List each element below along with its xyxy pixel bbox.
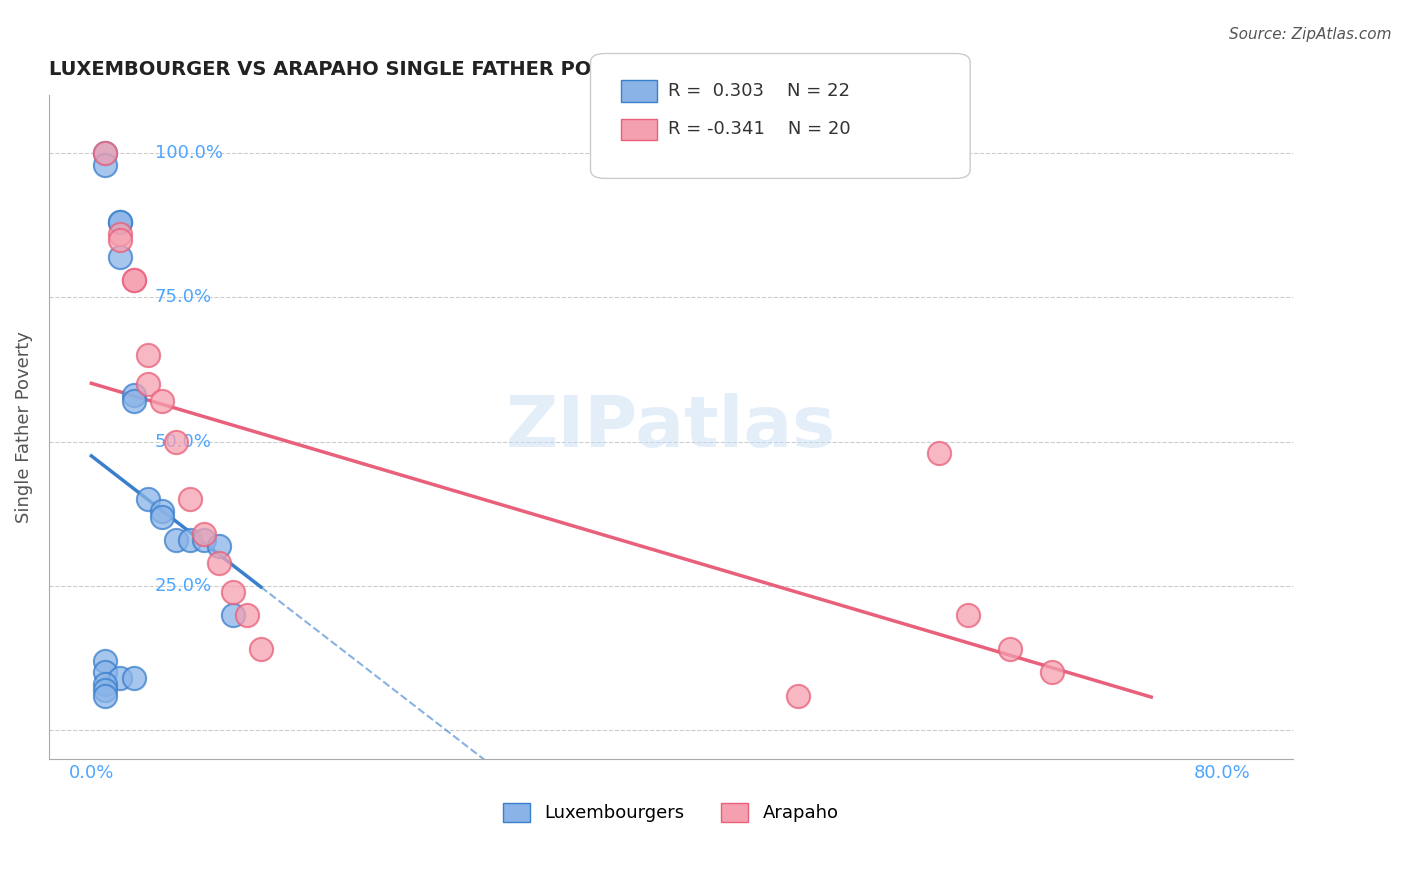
Point	[179, 492, 201, 507]
Text: 100.0%: 100.0%	[155, 145, 222, 162]
Point	[236, 607, 259, 622]
Point	[193, 527, 215, 541]
Y-axis label: Single Father Poverty: Single Father Poverty	[15, 331, 32, 523]
Point	[122, 273, 145, 287]
Point	[221, 584, 243, 599]
Point	[207, 556, 229, 570]
Point	[94, 158, 117, 172]
Point	[94, 677, 117, 691]
Point	[108, 250, 131, 264]
Point	[150, 394, 173, 409]
Point	[108, 215, 131, 229]
Point	[165, 434, 187, 449]
Point	[108, 233, 131, 247]
Point	[928, 446, 950, 460]
Point	[94, 665, 117, 680]
Point	[108, 227, 131, 241]
Point	[165, 533, 187, 547]
Point	[108, 215, 131, 229]
Point	[193, 533, 215, 547]
Point	[207, 539, 229, 553]
Text: R =  0.303    N = 22: R = 0.303 N = 22	[668, 82, 849, 100]
Point	[250, 642, 273, 657]
Point	[787, 689, 810, 703]
Point	[122, 671, 145, 685]
Point	[94, 146, 117, 161]
Point	[136, 348, 159, 362]
Point	[150, 504, 173, 518]
Point	[122, 273, 145, 287]
Point	[108, 671, 131, 685]
Point	[956, 607, 979, 622]
Point	[94, 654, 117, 668]
Text: LUXEMBOURGER VS ARAPAHO SINGLE FATHER POVERTY CORRELATION CHART: LUXEMBOURGER VS ARAPAHO SINGLE FATHER PO…	[49, 60, 901, 78]
Point	[221, 607, 243, 622]
Legend: Luxembourgers, Arapaho: Luxembourgers, Arapaho	[496, 796, 845, 830]
Point	[122, 394, 145, 409]
Point	[1040, 665, 1063, 680]
Point	[136, 492, 159, 507]
Point	[136, 376, 159, 391]
Text: 25.0%: 25.0%	[155, 577, 212, 595]
Point	[94, 689, 117, 703]
Point	[998, 642, 1021, 657]
Text: Source: ZipAtlas.com: Source: ZipAtlas.com	[1229, 27, 1392, 42]
Point	[94, 146, 117, 161]
Point	[150, 509, 173, 524]
Point	[94, 682, 117, 697]
Text: ZIPatlas: ZIPatlas	[506, 392, 835, 462]
Text: 75.0%: 75.0%	[155, 288, 212, 306]
Point	[179, 533, 201, 547]
Text: 50.0%: 50.0%	[155, 433, 211, 450]
Point	[122, 388, 145, 402]
Text: R = -0.341    N = 20: R = -0.341 N = 20	[668, 120, 851, 138]
